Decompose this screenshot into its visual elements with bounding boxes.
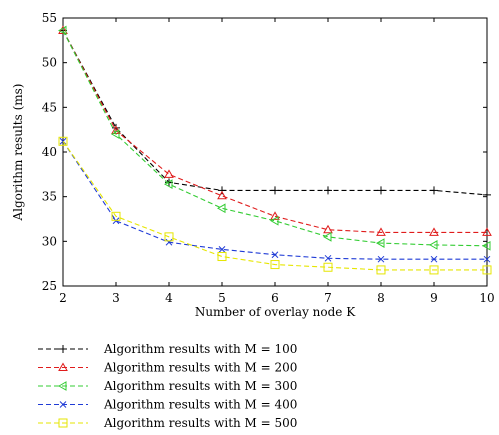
data-point: [376, 227, 386, 236]
data-point: [270, 260, 280, 270]
series-2: [58, 25, 492, 236]
legend-entry: Algorithm results with M = 100: [38, 342, 297, 356]
data-point: [271, 251, 279, 259]
data-point: [164, 169, 174, 178]
data-point: [165, 238, 173, 246]
data-point: [481, 240, 491, 251]
x-tick-label: 8: [377, 291, 385, 305]
data-point: [376, 265, 386, 275]
legend-marker: [57, 381, 67, 391]
series-line: [62, 30, 488, 247]
legend-label: Algorithm results with M = 100: [103, 342, 297, 356]
legend-entry: Algorithm results with M = 200: [38, 361, 297, 375]
data-point: [323, 224, 333, 234]
series-line: [62, 140, 487, 260]
y-tick-label: 40: [42, 145, 57, 159]
data-point: [377, 186, 385, 195]
legend-label: Algorithm results with M = 300: [103, 379, 297, 393]
y-tick-label: 45: [42, 100, 57, 114]
data-point: [482, 227, 492, 236]
legend-label: Algorithm results with M = 500: [103, 416, 297, 430]
legend-marker: [59, 401, 67, 408]
series-line: [62, 30, 488, 196]
data-point: [324, 186, 332, 195]
x-tick-label: 4: [165, 291, 173, 305]
x-tick-label: 3: [112, 291, 120, 305]
x-tick-label: 10: [479, 291, 494, 305]
x-axis-label: Number of overlay node K: [195, 305, 356, 319]
legend-marker: [58, 418, 68, 428]
data-point: [483, 190, 491, 199]
x-tick-label: 2: [59, 291, 67, 305]
data-point: [58, 25, 68, 35]
y-tick-label: 30: [42, 234, 57, 248]
y-tick-label: 25: [42, 279, 57, 293]
data-point: [164, 232, 174, 242]
data-point: [323, 262, 333, 272]
series-1: [59, 26, 491, 199]
data-point: [163, 179, 173, 190]
axis-ticks: [62, 17, 488, 287]
legend-marker: [58, 362, 68, 371]
data-point: [482, 265, 492, 275]
plot-frame: [62, 17, 488, 287]
data-point: [217, 190, 227, 200]
data-point: [428, 240, 438, 250]
x-tick-label: 7: [324, 291, 332, 305]
x-tick-label: 9: [430, 291, 438, 305]
data-point: [57, 25, 67, 36]
legend-entry: Algorithm results with M = 400: [38, 398, 297, 412]
legend-label: Algorithm results with M = 200: [103, 361, 297, 375]
data-point: [375, 238, 385, 248]
data-point: [322, 232, 332, 242]
data-point: [430, 186, 438, 195]
data-point: [110, 129, 120, 139]
data-point: [218, 186, 226, 195]
series-layer: [57, 25, 492, 275]
y-tick-label: 50: [42, 56, 57, 70]
legend-entry: Algorithm results with M = 300: [38, 379, 297, 393]
data-point: [483, 255, 491, 263]
x-tick-label: 6: [271, 291, 279, 305]
data-point: [270, 211, 280, 220]
series-5: [58, 136, 492, 275]
legend-marker: [59, 345, 67, 353]
legend-label: Algorithm results with M = 400: [103, 398, 297, 412]
series-3: [57, 25, 491, 251]
data-point: [269, 215, 279, 226]
series-line: [62, 140, 487, 271]
x-tick-label: 5: [218, 291, 226, 305]
data-point: [430, 255, 438, 263]
data-point: [111, 211, 121, 221]
legend: Algorithm results with M = 100 Algorithm …: [38, 342, 297, 430]
series-line: [62, 30, 487, 233]
data-point: [58, 136, 68, 146]
data-point: [377, 255, 385, 263]
data-point: [271, 186, 279, 195]
data-point: [218, 246, 226, 253]
data-point: [217, 252, 227, 262]
y-tick-label: 35: [42, 190, 57, 204]
y-axis-label: Algorithm results (ms): [11, 84, 25, 222]
data-point: [324, 254, 332, 262]
data-point: [216, 203, 226, 214]
series-4: [59, 137, 491, 263]
data-point: [429, 265, 439, 275]
legend-entry: Algorithm results with M = 500: [38, 416, 297, 430]
y-tick-label: 55: [42, 11, 57, 25]
data-point: [429, 227, 439, 236]
